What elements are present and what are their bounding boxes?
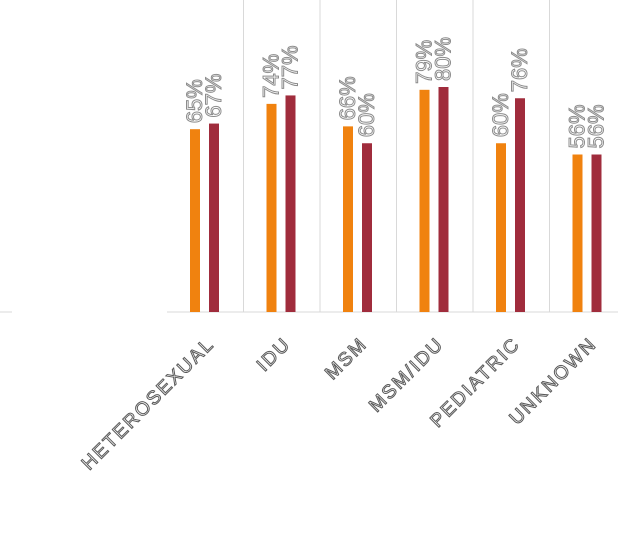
data-label: 60% [488, 93, 513, 137]
data-label: 79% [412, 40, 437, 84]
data-label: 66% [335, 76, 360, 120]
category-label: IDU [253, 334, 295, 376]
category-labels: HETEROSEXUAL IDU MSMMSM/IDUPEDIATRICUNKNOW… [77, 333, 601, 475]
data-label: 56% [584, 104, 609, 148]
bar-series1-msm-idu [419, 89, 430, 312]
bar-series1-pediatric [496, 143, 506, 312]
bars [190, 87, 602, 312]
data-label: 76% [507, 48, 532, 92]
bar-series2-unknown [591, 154, 602, 312]
bar-series1-idu [266, 103, 277, 312]
data-label: 77% [278, 45, 303, 89]
bar-series2-heterosexual [209, 123, 219, 312]
bar-series2-msm [362, 143, 372, 312]
category-label: MSM [321, 334, 371, 384]
bar-series2-msm-idu [438, 87, 449, 312]
data-label: 60% [354, 93, 379, 137]
category-label: MSM/IDU [365, 334, 448, 417]
gridlines [167, 0, 618, 313]
bar-series1-unknown [572, 154, 583, 312]
bar-series2-pediatric [515, 98, 525, 312]
data-label: 65% [182, 79, 207, 123]
category-label: HETEROSEXUAL [78, 334, 219, 475]
data-labels: 65% 74% 66% 79% 60% 56% 67% 77% 60% 80% 76% 56% [182, 36, 610, 149]
data-label: 56% [565, 104, 590, 148]
bar-series1-msm [343, 126, 353, 312]
data-label: 80% [431, 37, 456, 81]
bar-series1-heterosexual [190, 129, 200, 312]
bar-series2-idu [285, 95, 296, 312]
data-label: 67% [201, 74, 226, 118]
data-label: 74% [259, 54, 284, 98]
